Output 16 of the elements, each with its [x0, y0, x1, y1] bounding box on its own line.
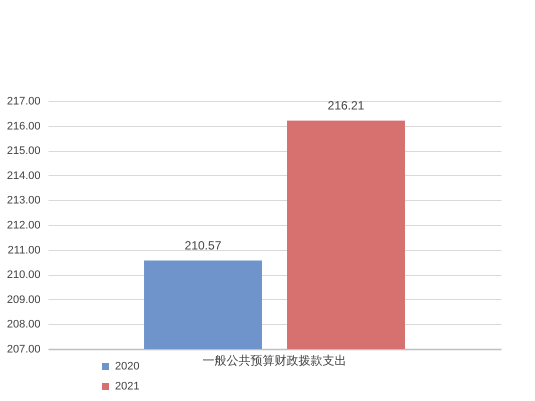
y-tick-label: 208.00: [6, 318, 40, 331]
y-tick-label: 214.00: [6, 170, 40, 182]
data-label: 216.21: [328, 98, 365, 113]
y-tick-label: 216.00: [6, 120, 40, 132]
y-tick-label: 217.00: [6, 96, 40, 108]
y-tick-label: 211.00: [8, 244, 40, 256]
legend-label: 2021: [115, 380, 140, 392]
x-tick-label: 一般公共预算财政拨款支出: [202, 354, 346, 368]
y-tick-label: 213.00: [6, 194, 40, 207]
y-tick-label: 209.00: [6, 294, 40, 306]
y-tick-label: 207.00: [6, 344, 40, 356]
y-tick-label: 210.00: [6, 269, 40, 282]
legend-label: 2020: [115, 360, 140, 372]
data-label: 210.57: [184, 238, 222, 252]
y-tick-label: 212.00: [6, 220, 40, 232]
y-tick-label: 215.00: [6, 145, 40, 158]
